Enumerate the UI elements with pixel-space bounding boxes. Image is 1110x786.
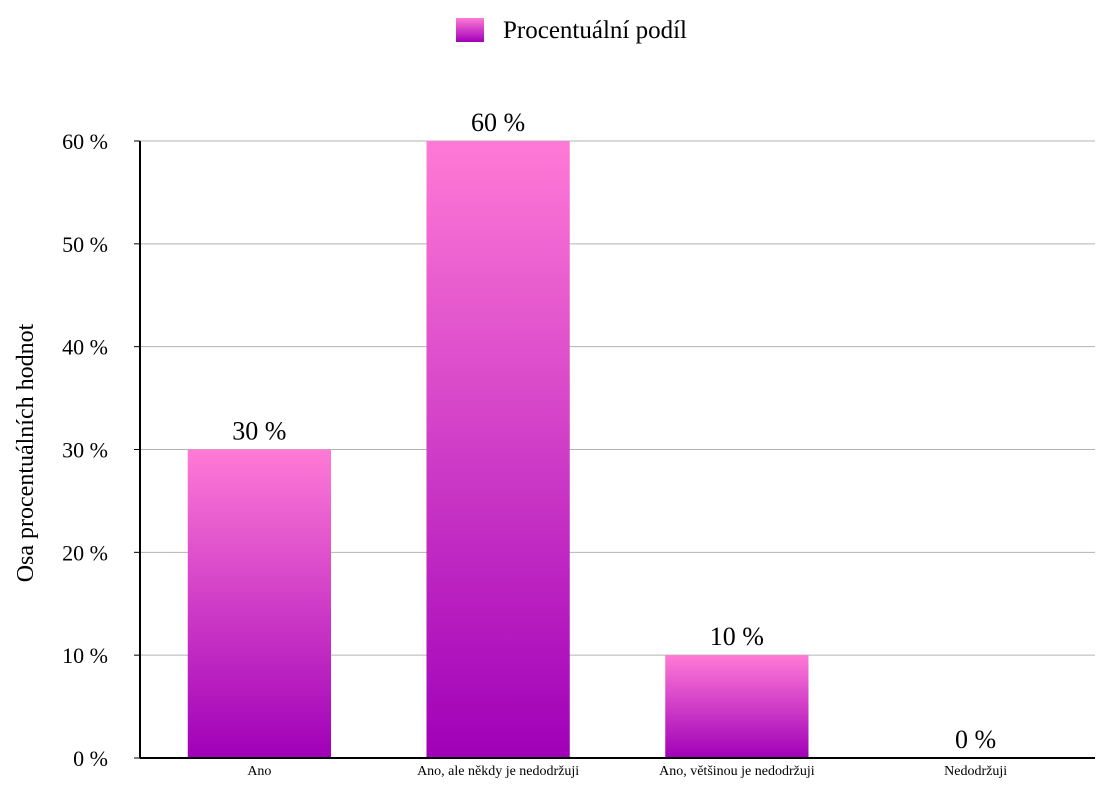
y-tick-label: 40 % (62, 335, 108, 360)
axes (139, 141, 1095, 759)
y-tick-label: 20 % (62, 540, 108, 565)
x-tick-label: Ano, ale někdy je nedodržuji (417, 764, 579, 779)
x-tick-label: Nedodržuji (944, 764, 1007, 779)
y-tick-label: 50 % (62, 232, 108, 257)
legend-label: Procentuální podíl (503, 17, 687, 44)
y-tick-label: 10 % (62, 643, 108, 668)
bars (187, 141, 809, 758)
data-label: 30 % (232, 417, 286, 446)
data-label: 10 % (710, 622, 764, 651)
x-tick-label: Ano (247, 764, 271, 779)
bar (187, 449, 331, 758)
y-tick-label: 30 % (62, 438, 108, 463)
y-tick-label: 60 % (62, 129, 108, 154)
x-category-labels: Ano Ano, ale někdy je nedodržuji Ano, větš… (247, 764, 1007, 779)
x-tick-label: Ano, většinou je nedodržuji (659, 764, 815, 779)
bar (665, 655, 809, 758)
legend-swatch (456, 18, 484, 42)
legend: Procentuální podíl (456, 17, 687, 44)
y-tick-labels: 0 % 10 % 20 % 30 % 40 % 50 % 60 % (62, 129, 108, 771)
y-tick-label: 0 % (73, 746, 108, 771)
data-label: 60 % (471, 108, 525, 137)
data-labels: 30 % 60 % 10 % 0 % (232, 108, 996, 754)
bar (426, 141, 570, 758)
y-axis-title: Osa procentuálních hodnot (13, 323, 39, 582)
data-label: 0 % (955, 725, 996, 754)
